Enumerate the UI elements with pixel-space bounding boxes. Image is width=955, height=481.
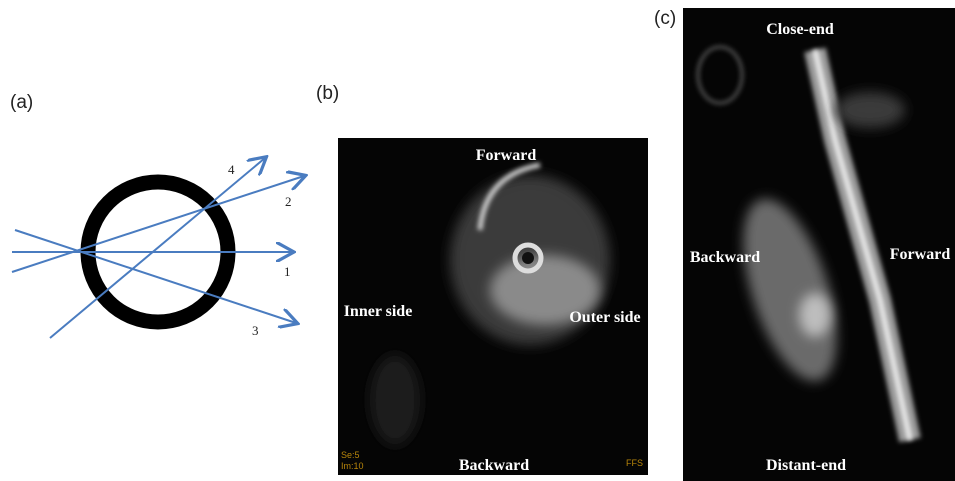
ray-label: 4: [228, 162, 235, 177]
ray-label: 1: [284, 264, 291, 279]
ray-label: 3: [252, 323, 259, 338]
panel-label: (a): [10, 92, 33, 113]
panel-c: (c) Close-end Backward Forward Distant-e…: [654, 8, 955, 481]
annotation: Inner side: [344, 303, 413, 320]
ray: [12, 176, 304, 272]
annotation: Close-end: [766, 21, 834, 38]
overlay-text: Im:10: [341, 461, 364, 471]
overlay-text: FFS: [626, 458, 643, 468]
ray-label: 2: [285, 194, 292, 209]
annotation: Forward: [890, 246, 951, 263]
panel-b: (b) Forward Inner side Outer side Backwa…: [316, 83, 648, 475]
annotation: Backward: [459, 457, 529, 474]
annotation: Outer side: [569, 309, 640, 326]
panel-a: (a) 4 2 1 3: [10, 92, 304, 338]
panel-label: (b): [316, 83, 339, 104]
annotation: Distant-end: [766, 457, 846, 474]
overlay-text: Se:5: [341, 450, 360, 460]
ray: [15, 230, 296, 323]
annotation: Backward: [690, 249, 760, 266]
panel-label: (c): [654, 8, 676, 29]
figure: (a) 4 2 1 3 (b) Forward Inner side Outer…: [0, 0, 955, 481]
annotation: Forward: [476, 147, 537, 164]
